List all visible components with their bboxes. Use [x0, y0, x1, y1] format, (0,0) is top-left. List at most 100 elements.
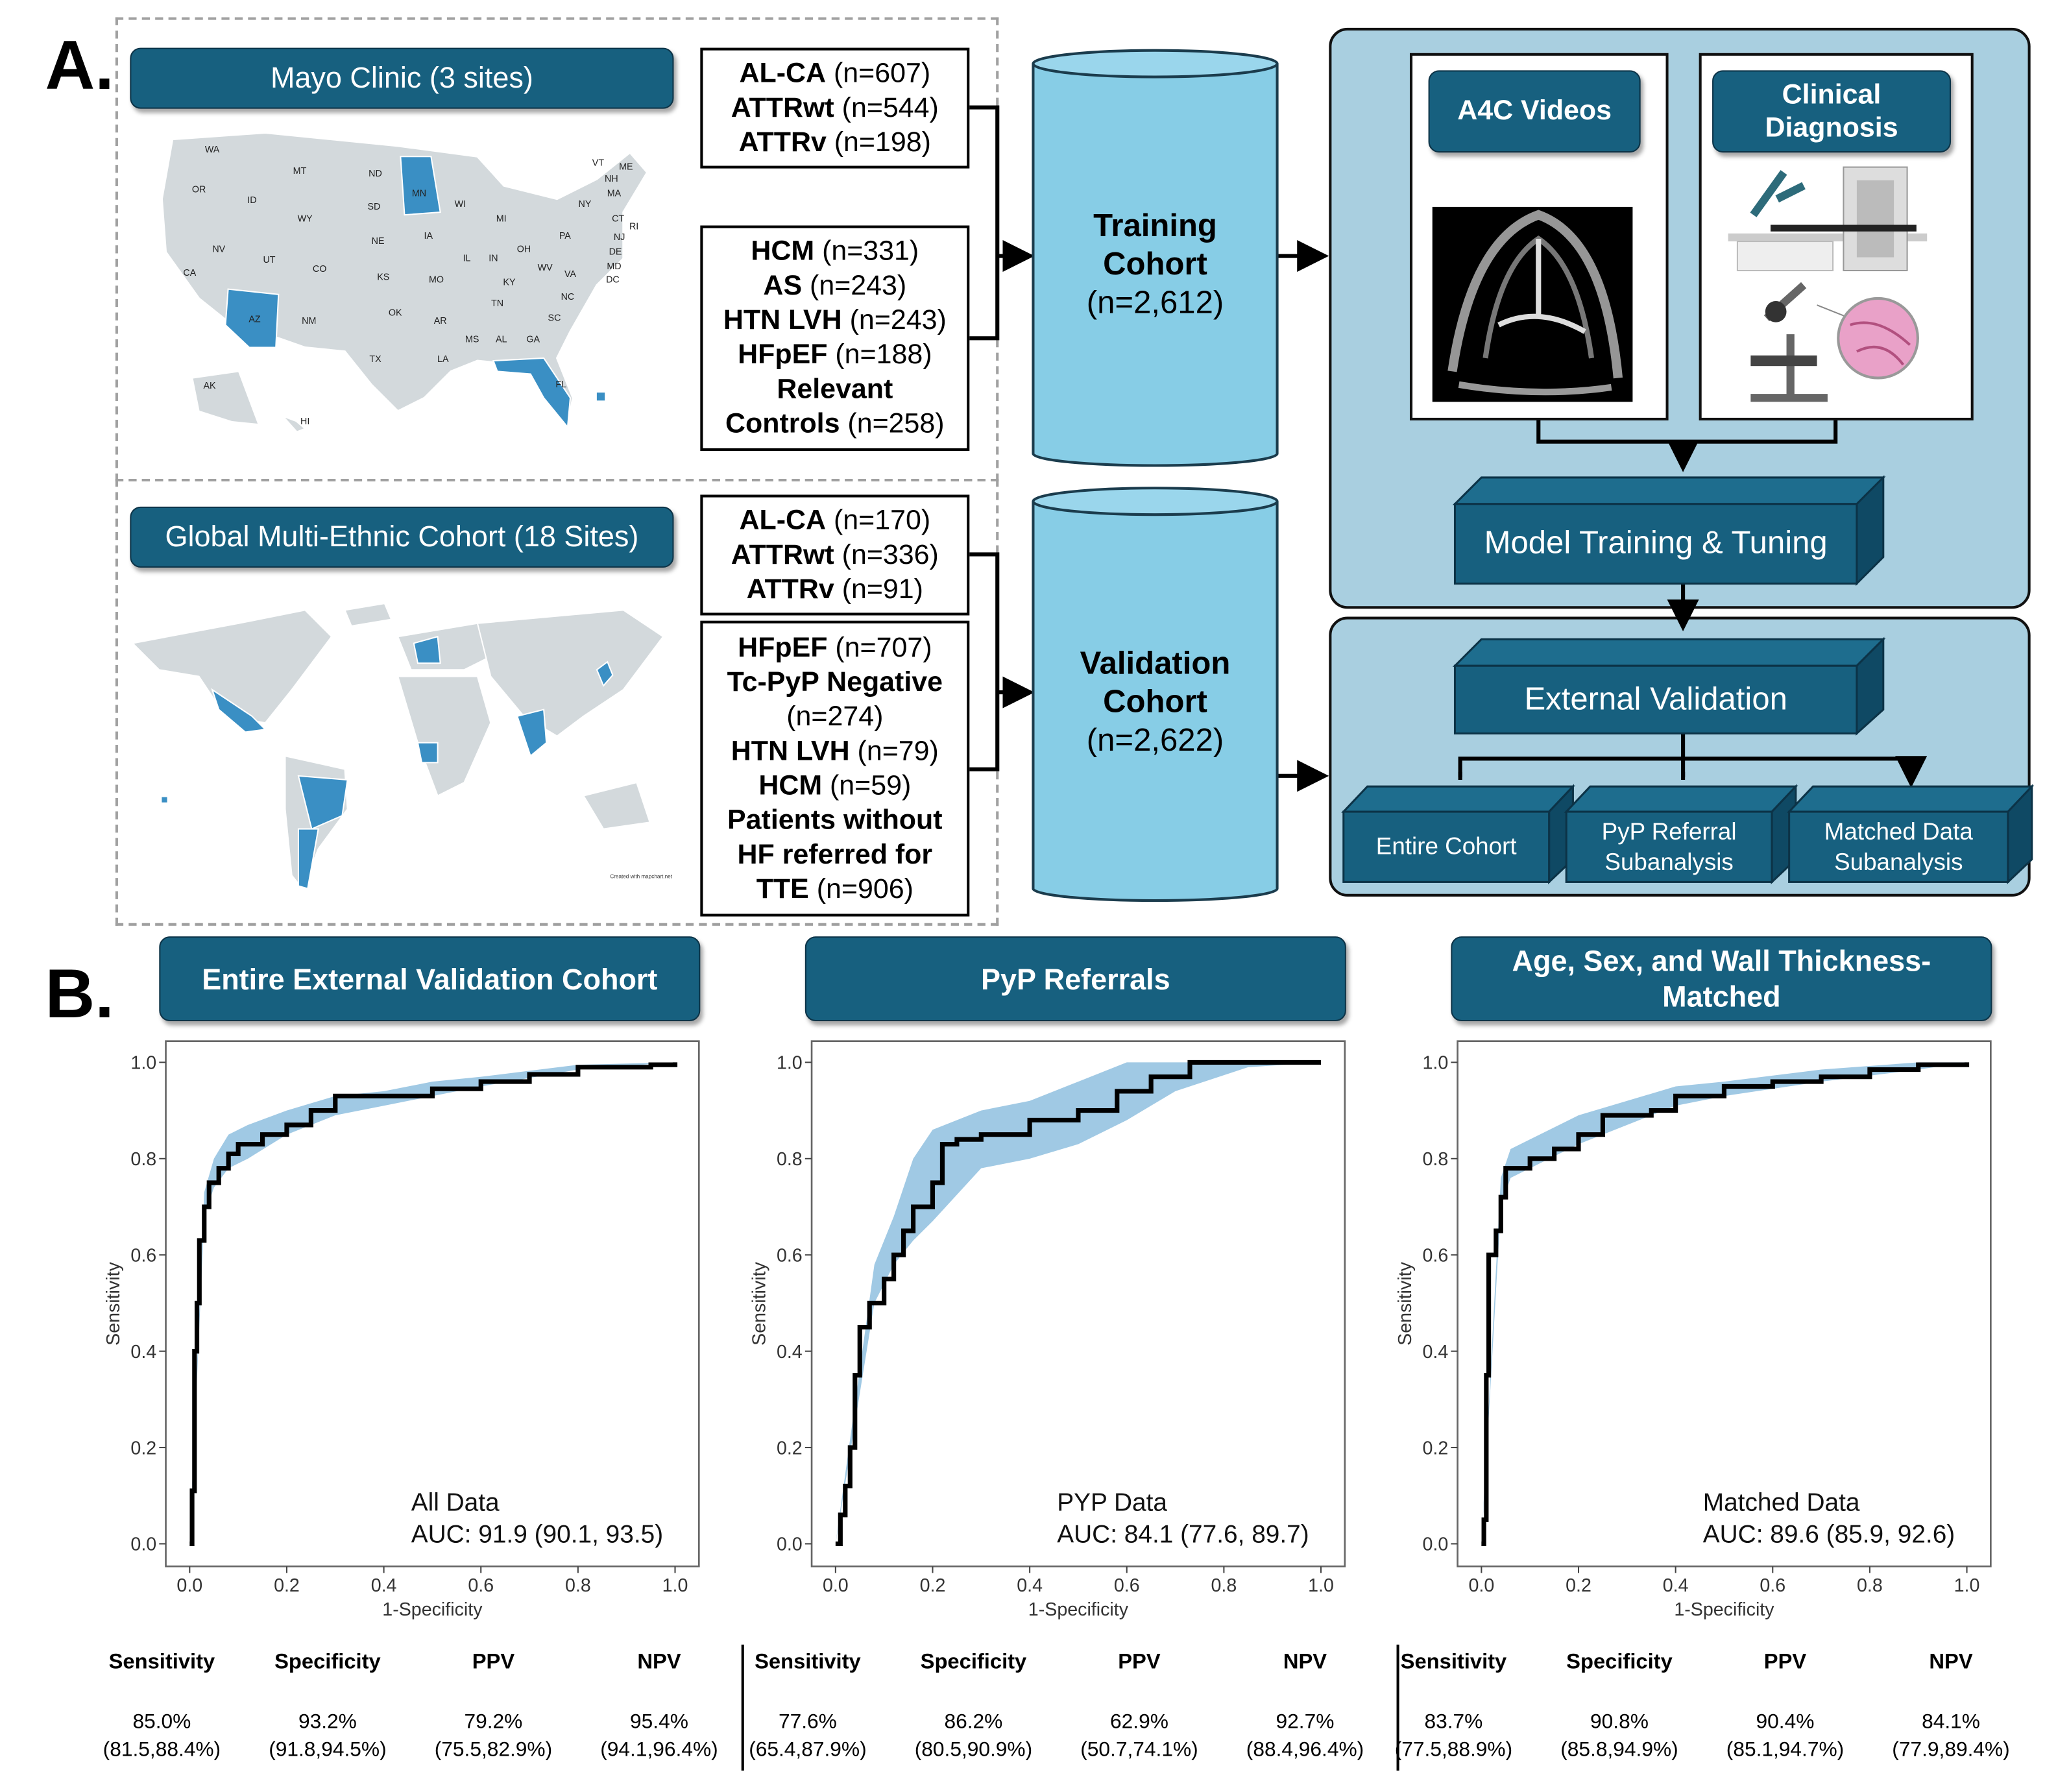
diagnosis-label: AL-CA	[739, 504, 827, 535]
y-axis-label: Sensitivity	[749, 1261, 770, 1345]
x-tick-label: 0.4	[1017, 1575, 1043, 1596]
chart-title-banner: Entire External Validation Cohort	[159, 936, 701, 1022]
legend-name: PYP Data	[1057, 1488, 1167, 1516]
stat-ci: (85.8,94.9%)	[1560, 1738, 1678, 1762]
x-tick-label: 0.0	[176, 1575, 202, 1596]
y-tick-label: 0.0	[130, 1534, 156, 1555]
count-line: HTN LVH (n=79)	[731, 734, 939, 768]
panel-a-label: A.	[45, 27, 114, 105]
site-marker	[162, 797, 167, 803]
y-tick-label: 0.8	[1422, 1149, 1448, 1170]
continent	[131, 609, 333, 724]
y-tick-label: 0.4	[1422, 1342, 1448, 1362]
training-cohort-label: Training Cohort (n=2,612)	[1033, 207, 1277, 322]
state-label: NC	[561, 292, 575, 302]
chart-title-banner: PyP Referrals	[805, 936, 1346, 1022]
x-tick-label: 1.0	[1954, 1575, 1980, 1596]
state-label: HI	[300, 417, 309, 427]
continent	[344, 602, 393, 627]
a4c-videos-banner: A4C Videos	[1428, 70, 1641, 153]
mayo-control-counts: HCM (n=331) AS (n=243) HTN LVH (n=243) HFpE…	[700, 225, 970, 452]
highlight-brazil	[297, 775, 348, 830]
x-tick-label: 1.0	[1308, 1575, 1334, 1596]
stat-ci: (94.1,96.4%)	[600, 1738, 718, 1762]
diagnosis-label: Relevant	[777, 374, 893, 405]
training-cohort-line1: Training	[1093, 208, 1217, 245]
diagnosis-label: Tc-PyP Negative	[727, 666, 943, 697]
map-credit: Created with mapchart.net	[610, 873, 672, 879]
count-line: AS (n=243)	[763, 269, 906, 304]
patient-count: (n=274)	[786, 701, 884, 732]
state-label: OH	[517, 244, 531, 254]
state-label: OR	[192, 184, 206, 195]
panel-b-label: B.	[45, 956, 114, 1034]
state-label: AZ	[248, 315, 261, 325]
stat-ci: (50.7,74.1%)	[1080, 1738, 1198, 1762]
count-line: TTE (n=906)	[756, 872, 914, 906]
model-training-box	[1452, 475, 1886, 587]
microscope-icon	[1750, 282, 1919, 402]
highlight-argentina	[297, 828, 319, 890]
count-line: ATTRwt (n=336)	[731, 538, 939, 572]
dc-marker	[596, 393, 605, 401]
x-tick-label: 0.0	[1468, 1575, 1494, 1596]
stat-value: 93.2%	[298, 1711, 357, 1734]
stat-header: PPV	[1763, 1651, 1807, 1674]
state-label: ME	[619, 162, 633, 173]
training-bracket	[969, 105, 1000, 341]
patient-count: (n=906)	[808, 873, 914, 904]
patient-count: (n=91)	[834, 574, 923, 605]
diagnosis-label: HFpEF	[738, 632, 828, 663]
state-label: WI	[455, 199, 466, 210]
state-label: TX	[369, 354, 381, 365]
auc-label: AUC: 84.1 (77.6, 89.7)	[1057, 1520, 1309, 1548]
state-label: ND	[369, 169, 382, 179]
stat-ci: (81.5,88.4%)	[103, 1738, 221, 1762]
x-tick-label: 1.0	[662, 1575, 688, 1596]
y-tick-label: 0.4	[777, 1342, 803, 1362]
subgroup-line2: Subanalysis	[1604, 848, 1734, 875]
stat-header: Sensitivity	[108, 1651, 215, 1674]
state-label: FL	[555, 380, 566, 390]
x-tick-label: 0.2	[920, 1575, 946, 1596]
x-tick-label: 0.4	[1663, 1575, 1689, 1596]
alaska	[191, 370, 260, 426]
validation-bracket	[969, 552, 1000, 771]
diagnosis-label: HTN LVH	[723, 305, 842, 336]
state-label: CO	[313, 264, 326, 274]
state-label: UT	[263, 255, 275, 265]
highlight-india	[516, 708, 548, 757]
diagnosis-label: HF referred for	[737, 838, 933, 869]
roc-curve	[1481, 1062, 1970, 1547]
auc-label: AUC: 91.9 (90.1, 93.5)	[411, 1520, 664, 1548]
subgroup-label: PyP Referral Subanalysis	[1566, 812, 1772, 882]
state-label: NY	[579, 199, 592, 210]
x-tick-label: 0.8	[1857, 1575, 1883, 1596]
global-control-counts: HFpEF (n=707) Tc-PyP Negative (n=274) HTN L…	[700, 620, 970, 917]
y-tick-label: 0.4	[130, 1342, 156, 1362]
stat-header: NPV	[1283, 1651, 1327, 1674]
y-tick-label: 0.2	[130, 1438, 156, 1459]
chart-title-banner: Age, Sex, and Wall Thickness-Matched	[1451, 936, 1992, 1022]
x-tick-label: 0.0	[823, 1575, 849, 1596]
stat-value: 62.9%	[1110, 1711, 1168, 1734]
subgroup-label: Matched Data Subanalysis	[1789, 812, 2008, 882]
state-label: AR	[434, 316, 447, 326]
state-label: TN	[491, 298, 503, 309]
count-line: HCM (n=331)	[751, 235, 919, 269]
model-training-label: Model Training & Tuning	[1484, 525, 1828, 561]
diagnosis-label: HCM	[758, 769, 823, 801]
count-line: (n=274)	[786, 699, 883, 734]
state-label: WY	[298, 213, 313, 224]
state-label: IN	[489, 254, 498, 264]
x-tick-label: 0.2	[1566, 1575, 1591, 1596]
diagnosis-label: HFpEF	[738, 339, 828, 370]
subgroup-box	[1564, 784, 1798, 884]
patient-count: (n=188)	[827, 339, 932, 370]
subgroup-line1: Entire Cohort	[1375, 832, 1517, 860]
stat-value: 85.0%	[132, 1711, 191, 1734]
stat-header: Specificity	[920, 1651, 1027, 1674]
stats-divider	[741, 1644, 744, 1771]
continent	[582, 781, 651, 830]
highlight-japan	[596, 660, 614, 687]
